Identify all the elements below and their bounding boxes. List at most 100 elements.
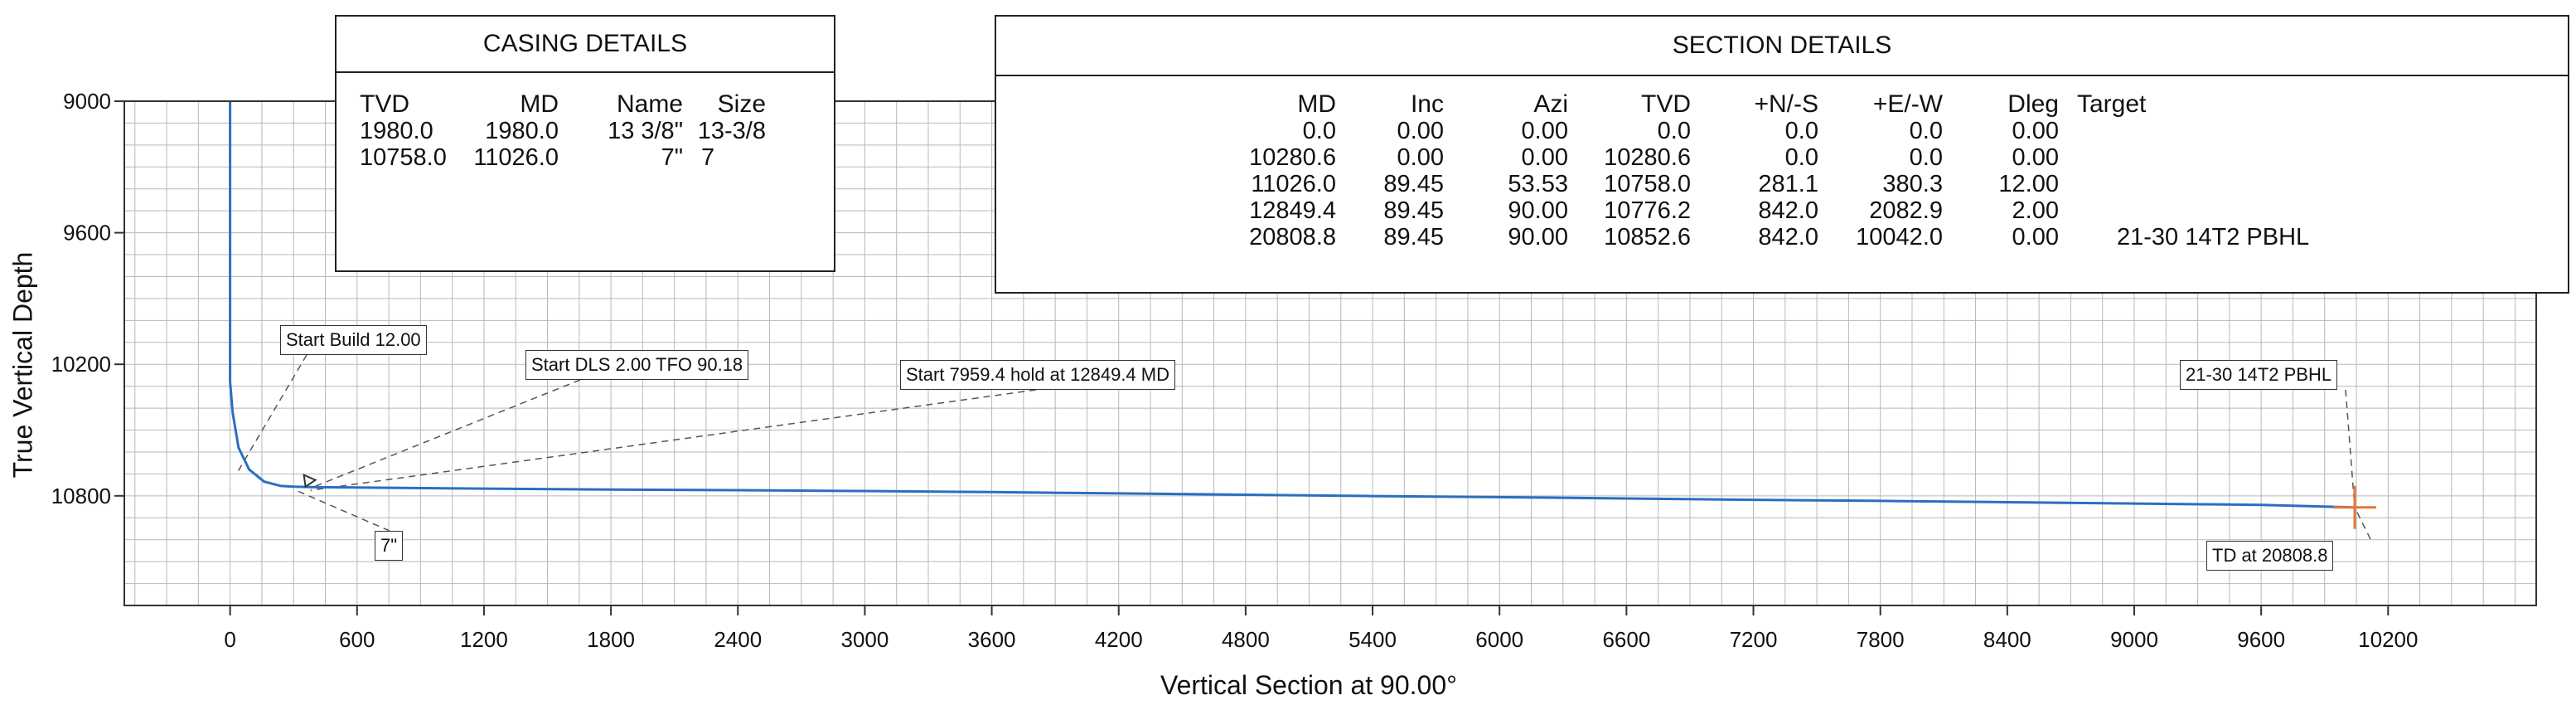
section-cell: 2.00 bbox=[1943, 197, 2059, 224]
section-cell: 0.00 bbox=[1943, 144, 2059, 171]
x-tick-label: 5400 bbox=[1349, 627, 1397, 652]
x-tick-label: 8400 bbox=[1983, 627, 2031, 652]
casing-details-panel: CASING DETAILS TVD MD Name Size 1980.0 1… bbox=[335, 15, 835, 272]
section-cell bbox=[2059, 118, 2400, 144]
section-cell bbox=[2059, 197, 2400, 224]
section-col-inc: Inc bbox=[1336, 91, 1444, 118]
x-tick-label: 1200 bbox=[460, 627, 508, 652]
section-cell: 0.0 bbox=[1818, 118, 1943, 144]
section-cell: 53.53 bbox=[1444, 171, 1568, 197]
leader-lines bbox=[236, 355, 2370, 539]
section-col-tvd: TVD bbox=[1568, 91, 1691, 118]
y-tick-label: 9600 bbox=[63, 221, 111, 246]
leader-line bbox=[311, 390, 1036, 490]
x-tick-label: 6000 bbox=[1475, 627, 1523, 652]
section-cell: 89.45 bbox=[1336, 197, 1444, 224]
x-tick-label: 10200 bbox=[2358, 627, 2418, 652]
annotation-td: TD at 20808.8 bbox=[2206, 541, 2333, 571]
section-cell: 90.00 bbox=[1444, 224, 1568, 250]
section-cell bbox=[2059, 144, 2400, 171]
section-cell: 0.0 bbox=[1691, 144, 1818, 171]
section-cell: 0.00 bbox=[1444, 118, 1568, 144]
x-tick-label: 3000 bbox=[840, 627, 889, 652]
section-cell: 89.45 bbox=[1336, 224, 1444, 250]
section-cell: 10280.6 bbox=[1220, 144, 1336, 171]
section-details-table: MD Inc Azi TVD +N/-S +E/-W Dleg Target 0… bbox=[1220, 91, 2400, 250]
section-cell: 12849.4 bbox=[1220, 197, 1336, 224]
section-col-ew: +E/-W bbox=[1818, 91, 1943, 118]
section-cell: 10758.0 bbox=[1568, 171, 1691, 197]
section-cell: 11026.0 bbox=[1220, 171, 1336, 197]
casing-col-tvd: TVD bbox=[360, 91, 467, 118]
section-cell: 281.1 bbox=[1691, 171, 1818, 197]
casing-col-md: MD bbox=[467, 91, 559, 118]
x-tick-label: 1800 bbox=[587, 627, 635, 652]
section-cell: 10776.2 bbox=[1568, 197, 1691, 224]
leader-line bbox=[2346, 390, 2355, 508]
table-row: 1980.0 1980.0 13 3/8" 13-3/8 bbox=[360, 118, 766, 144]
annotation-start-hold: Start 7959.4 hold at 12849.4 MD bbox=[900, 360, 1175, 390]
casing-cell: 11026.0 bbox=[467, 144, 559, 171]
casing-cell: 10758.0 bbox=[360, 144, 467, 171]
y-axis-label: True Vertical Depth bbox=[8, 252, 39, 479]
casing-cell: 7 bbox=[683, 144, 766, 171]
annotation-target-name: 21-30 14T2 PBHL bbox=[2180, 360, 2337, 390]
x-tick-label: 6600 bbox=[1602, 627, 1650, 652]
section-col-md: MD bbox=[1220, 91, 1336, 118]
casing-details-table: TVD MD Name Size 1980.0 1980.0 13 3/8" 1… bbox=[360, 91, 766, 171]
section-cell: 0.00 bbox=[1444, 144, 1568, 171]
section-cell: 0.00 bbox=[1336, 144, 1444, 171]
section-cell: 10280.6 bbox=[1568, 144, 1691, 171]
x-tick-label: 3600 bbox=[968, 627, 1016, 652]
casing-col-name: Name bbox=[559, 91, 683, 118]
section-cell: 842.0 bbox=[1691, 197, 1818, 224]
section-cell: 12.00 bbox=[1943, 171, 2059, 197]
section-cell: 0.0 bbox=[1691, 118, 1818, 144]
x-tick-label: 7200 bbox=[1730, 627, 1778, 652]
section-cell: 21-30 14T2 PBHL bbox=[2059, 224, 2400, 250]
section-cell: 10852.6 bbox=[1568, 224, 1691, 250]
casing-cell: 13 3/8" bbox=[559, 118, 683, 144]
section-cell: 10042.0 bbox=[1818, 224, 1943, 250]
casing-cell: 7" bbox=[559, 144, 683, 171]
leader-line bbox=[236, 355, 307, 474]
section-cell: 0.0 bbox=[1568, 118, 1691, 144]
x-tick-label: 2400 bbox=[714, 627, 762, 652]
casing-point-marker bbox=[304, 475, 316, 487]
table-row: 10758.0 11026.0 7" 7 bbox=[360, 144, 766, 171]
table-row: 11026.0 89.45 53.53 10758.0 281.1 380.3 … bbox=[1220, 171, 2400, 197]
section-col-dleg: Dleg bbox=[1943, 91, 2059, 118]
section-details-title: SECTION DETAILS bbox=[996, 17, 2568, 76]
table-row: 10280.6 0.00 0.00 10280.6 0.0 0.0 0.00 bbox=[1220, 144, 2400, 171]
casing-cell: 1980.0 bbox=[360, 118, 467, 144]
y-tick-label: 10200 bbox=[51, 352, 111, 377]
annotation-start-build: Start Build 12.00 bbox=[280, 325, 427, 355]
x-tick-label: 9600 bbox=[2237, 627, 2285, 652]
section-cell: 0.00 bbox=[1336, 118, 1444, 144]
x-tick-label: 4200 bbox=[1095, 627, 1143, 652]
section-cell: 0.00 bbox=[1943, 118, 2059, 144]
section-cell: 20808.8 bbox=[1220, 224, 1336, 250]
x-tick-label: 600 bbox=[339, 627, 375, 652]
section-cell: 90.00 bbox=[1444, 197, 1568, 224]
section-cell: 0.00 bbox=[1943, 224, 2059, 250]
table-row: 20808.8 89.45 90.00 10852.6 842.0 10042.… bbox=[1220, 224, 2400, 250]
casing-cell: 1980.0 bbox=[467, 118, 559, 144]
casing-col-size: Size bbox=[683, 91, 766, 118]
section-col-ns: +N/-S bbox=[1691, 91, 1818, 118]
section-cell bbox=[2059, 171, 2400, 197]
x-tick-label: 9000 bbox=[2110, 627, 2158, 652]
section-cell: 89.45 bbox=[1336, 171, 1444, 197]
section-cell: 380.3 bbox=[1818, 171, 1943, 197]
section-cell: 842.0 bbox=[1691, 224, 1818, 250]
annotation-casing-7in: 7" bbox=[375, 531, 403, 561]
section-cell: 0.0 bbox=[1818, 144, 1943, 171]
casing-details-title: CASING DETAILS bbox=[337, 17, 834, 73]
section-details-panel: SECTION DETAILS MD Inc Azi TVD +N/-S +E/… bbox=[995, 15, 2569, 294]
x-tick-label: 7800 bbox=[1857, 627, 1905, 652]
leader-line bbox=[2355, 508, 2370, 539]
x-tick-label: 0 bbox=[224, 627, 235, 652]
annotation-start-dls: Start DLS 2.00 TFO 90.18 bbox=[525, 350, 748, 380]
table-row: 0.0 0.00 0.00 0.0 0.0 0.0 0.00 bbox=[1220, 118, 2400, 144]
section-col-azi: Azi bbox=[1444, 91, 1568, 118]
